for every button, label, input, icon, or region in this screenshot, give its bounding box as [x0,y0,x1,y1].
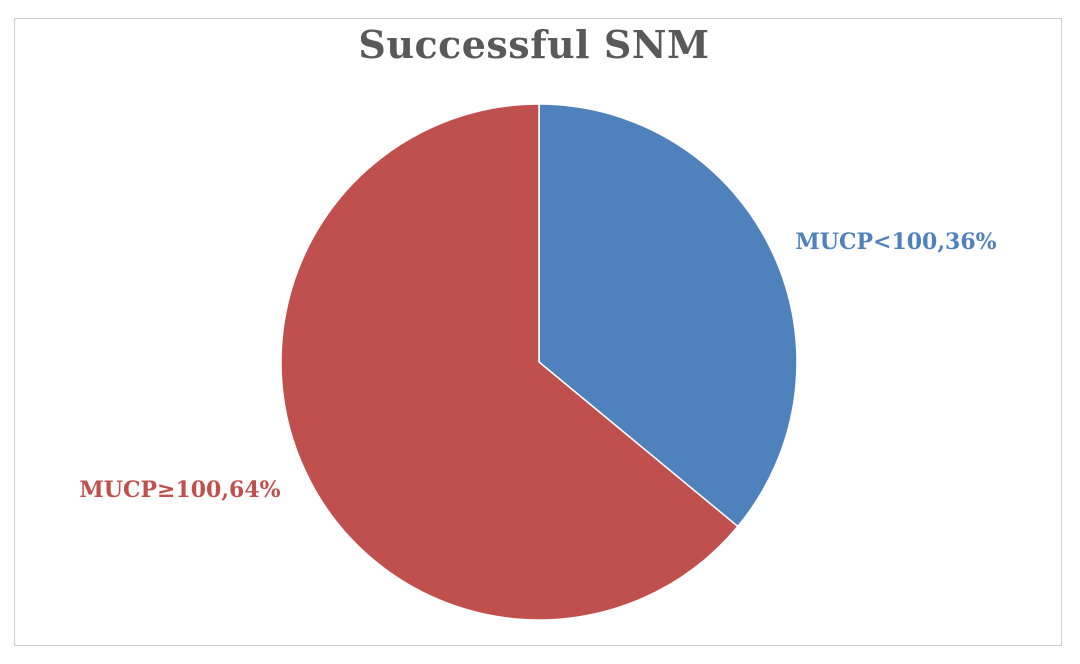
slice-label-2: MUCP≥100,64% [79,477,280,503]
pie-slices [280,103,798,621]
slice-label-1: MUCP<100,36% [795,229,996,255]
pie-labels: MUCP<100,36% MUCP≥100,64% [79,229,996,503]
pie-slice-2 [280,103,739,621]
chart-title: Successful SNM [358,22,710,67]
pie-slice-1 [538,103,798,528]
